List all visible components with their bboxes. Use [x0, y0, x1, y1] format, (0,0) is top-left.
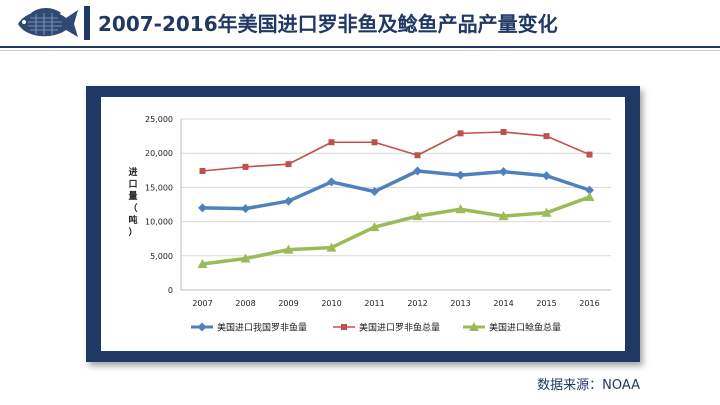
data-point [199, 167, 206, 174]
legend-label-2: 美国进口罗非鱼总量 [359, 322, 440, 334]
data-point [241, 204, 250, 214]
data-point [455, 204, 466, 214]
data-point [542, 171, 551, 181]
header-divider-thin [0, 50, 720, 51]
data-point [197, 259, 208, 269]
data-point [327, 177, 336, 187]
data-point [414, 152, 421, 159]
series-line-1 [202, 169, 591, 211]
y-tick-label: 25,000 [145, 115, 173, 124]
line-chart: 0 5,000 10,000 15,000 20,000 25,000 进口量（吨） 2007… [128, 115, 611, 334]
x-tick-label: 2013 [450, 299, 470, 308]
data-point [240, 253, 251, 263]
x-tick-label: 2012 [407, 299, 427, 308]
data-point [370, 187, 379, 197]
header-divider [0, 46, 720, 48]
x-tick-label: 2007 [192, 299, 212, 308]
source-note: 数据来源：NOAA [537, 378, 640, 393]
slide-header: 2007-2016年美国进口罗非鱼及鲶鱼产品产量变化 [0, 0, 720, 46]
chart-area: 0 5,000 10,000 15,000 20,000 25,000 进口量（吨） 2007… [101, 97, 625, 351]
legend-label-3: 美国进口鲶鱼总量 [489, 322, 561, 334]
data-point [284, 196, 293, 206]
data-point [285, 161, 292, 168]
data-point [457, 130, 464, 137]
data-point [500, 128, 507, 135]
fish-icon [18, 8, 78, 37]
data-point [412, 211, 423, 221]
series-line-3 [202, 195, 591, 266]
y-tick-label: 15,000 [145, 183, 173, 192]
data-point [541, 207, 552, 217]
x-tick-label: 2016 [579, 299, 599, 308]
legend-marker [197, 322, 207, 332]
legend-marker [469, 322, 479, 331]
data-point [198, 203, 207, 213]
x-tick-label: 2008 [235, 299, 255, 308]
data-point [242, 163, 249, 170]
x-tick-label: 2011 [364, 299, 384, 308]
y-axis-label: 进口量（吨） [128, 166, 137, 238]
y-tick-label: 0 [168, 286, 173, 295]
data-point [413, 166, 422, 176]
data-point [584, 191, 595, 201]
title-accent-bar [84, 6, 90, 40]
series-line-2 [202, 131, 590, 172]
page-title: 2007-2016年美国进口罗非鱼及鲶鱼产品产量变化 [98, 12, 558, 36]
data-point [371, 139, 378, 146]
legend-label-1: 美国进口我国罗非鱼量 [217, 322, 307, 334]
x-tick-label: 2009 [278, 299, 298, 308]
data-point [326, 242, 337, 252]
legend-marker [341, 324, 347, 330]
data-point [369, 222, 380, 232]
y-tick-label: 5,000 [150, 252, 173, 261]
y-tick-label: 20,000 [145, 149, 173, 158]
x-tick-label: 2014 [493, 299, 513, 308]
y-tick-label: 10,000 [145, 218, 173, 227]
data-point [456, 170, 465, 180]
data-point [586, 151, 593, 158]
data-point [585, 185, 594, 195]
chart-frame: 0 5,000 10,000 15,000 20,000 25,000 进口量（吨） 2007… [86, 86, 640, 362]
data-point [498, 211, 509, 221]
data-point [543, 133, 550, 140]
data-point [499, 167, 508, 177]
x-tick-label: 2010 [321, 299, 341, 308]
x-tick-label: 2015 [536, 299, 556, 308]
data-point [328, 139, 335, 146]
data-point [283, 244, 294, 254]
